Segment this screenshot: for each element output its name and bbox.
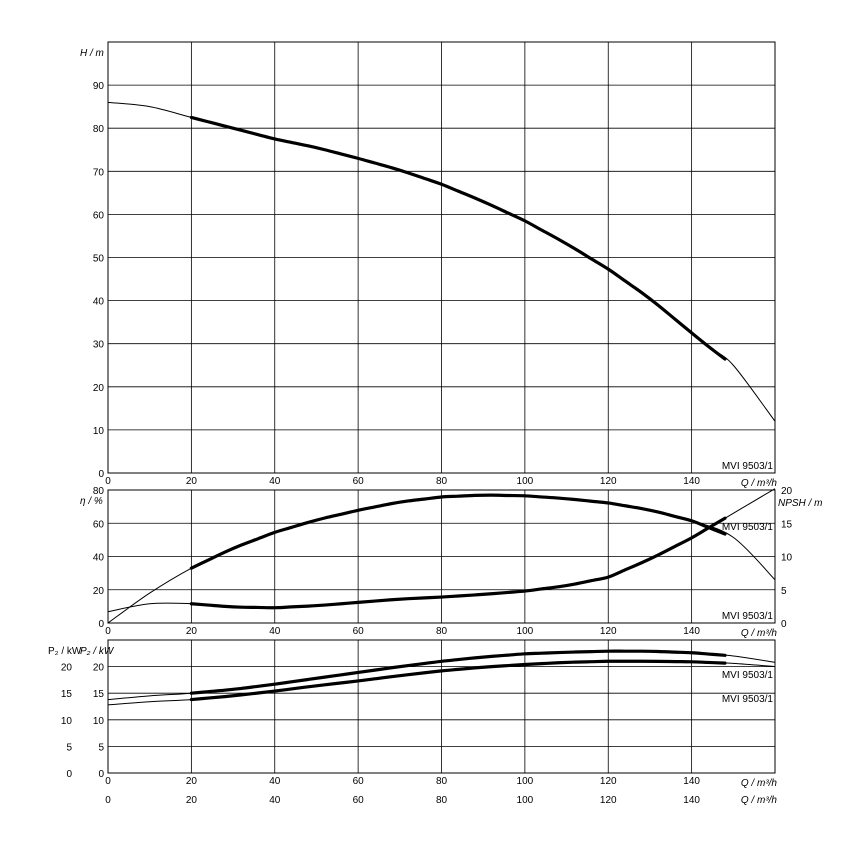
y-tick-label: 60 (93, 210, 105, 221)
bottom-x-tick-label: 80 (436, 795, 448, 806)
x-tick-label: 80 (436, 476, 448, 487)
x-tick-label: 120 (600, 476, 617, 487)
x-tick-label: 60 (353, 626, 365, 637)
plot-frame (107, 639, 776, 774)
x-tick-label: 100 (517, 776, 534, 787)
y-tick-label: 90 (93, 81, 105, 92)
series-label: MVI 9503/1 (722, 670, 774, 681)
y-axis-label: H / m (80, 48, 104, 59)
series-label: MVI 9503/1 (722, 694, 774, 705)
y-tick-label: 40 (93, 553, 105, 564)
y-tick-label: 10 (93, 426, 105, 437)
y-axis-label: P₂ / kW (80, 646, 115, 657)
x-tick-label: 140 (683, 626, 700, 637)
y-tick-label: 0 (98, 619, 104, 630)
y-tick-label: 40 (93, 297, 105, 308)
y-outer-tick-label: 20 (61, 663, 73, 674)
y2-tick-label: 0 (781, 619, 787, 630)
y-outer-tick-label: 0 (66, 769, 72, 780)
series-label: MVI 9503/1 (722, 461, 774, 472)
x-tick-label: 20 (186, 776, 198, 787)
x-tick-label: 0 (105, 776, 111, 787)
x-tick-label: 40 (269, 776, 281, 787)
x-tick-label: 120 (600, 626, 617, 637)
x-tick-label: 0 (105, 626, 111, 637)
x-axis-label: Q / m³/h (741, 478, 778, 489)
y2-axis-label: NPSH / m (778, 498, 822, 509)
x-tick-label: 120 (600, 776, 617, 787)
y-axis-label: η / % (80, 496, 103, 507)
y2-tick-label: 5 (781, 586, 787, 597)
x-tick-label: 60 (353, 476, 365, 487)
x-tick-label: 80 (436, 776, 448, 787)
y-tick-label: 50 (93, 254, 105, 265)
series-line-duty (189, 649, 727, 695)
bottom-x-tick-label: 0 (105, 795, 111, 806)
plot-frame (107, 489, 776, 624)
y-tick-label: 80 (93, 124, 105, 135)
y-outer-axis-label: P₂ / kW (48, 646, 82, 657)
series-line-duty (189, 516, 727, 610)
bottom-x-axis-label: Q / m³/h (741, 795, 778, 806)
bottom-x-tick-label: 40 (269, 795, 281, 806)
y-tick-label: 20 (93, 383, 105, 394)
series-line-duty (189, 493, 727, 570)
x-axis-label: Q / m³/h (741, 628, 778, 639)
y-tick-label: 5 (98, 742, 104, 753)
y-tick-label: 80 (93, 486, 105, 497)
y-tick-label: 60 (93, 519, 105, 530)
y-tick-label: 20 (93, 586, 105, 597)
series-line-duty (189, 659, 727, 702)
x-tick-label: 140 (683, 476, 700, 487)
bottom-x-tick-label: 20 (186, 795, 198, 806)
y2-tick-label: 10 (781, 553, 793, 564)
series-label: MVI 9503/1 (722, 611, 774, 622)
x-tick-label: 20 (186, 626, 198, 637)
y-tick-label: 0 (98, 769, 104, 780)
x-tick-label: 0 (105, 476, 111, 487)
y-tick-label: 15 (93, 689, 105, 700)
y2-tick-label: 15 (781, 519, 793, 530)
bottom-x-tick-label: 120 (600, 795, 617, 806)
plot-frame (107, 41, 776, 474)
y-tick-label: 30 (93, 340, 105, 351)
x-tick-label: 40 (269, 476, 281, 487)
x-tick-label: 80 (436, 626, 448, 637)
y-outer-tick-label: 10 (61, 716, 73, 727)
x-tick-label: 100 (517, 626, 534, 637)
y-tick-label: 10 (93, 716, 105, 727)
bottom-x-tick-label: 140 (683, 795, 700, 806)
y-outer-tick-label: 15 (61, 689, 73, 700)
y-tick-label: 0 (98, 469, 104, 480)
bottom-x-tick-label: 60 (353, 795, 365, 806)
y2-tick-label: 20 (781, 486, 793, 497)
series-line-duty (189, 115, 727, 361)
y-outer-tick-label: 5 (66, 742, 72, 753)
x-tick-label: 20 (186, 476, 198, 487)
bottom-x-tick-label: 100 (517, 795, 534, 806)
x-tick-label: 60 (353, 776, 365, 787)
y-tick-label: 20 (93, 663, 105, 674)
y-tick-label: 70 (93, 167, 105, 178)
x-tick-label: 100 (517, 476, 534, 487)
series-label: MVI 9503/1 (722, 522, 774, 533)
x-tick-label: 40 (269, 626, 281, 637)
x-tick-label: 140 (683, 776, 700, 787)
x-axis-label: Q / m³/h (741, 778, 778, 789)
